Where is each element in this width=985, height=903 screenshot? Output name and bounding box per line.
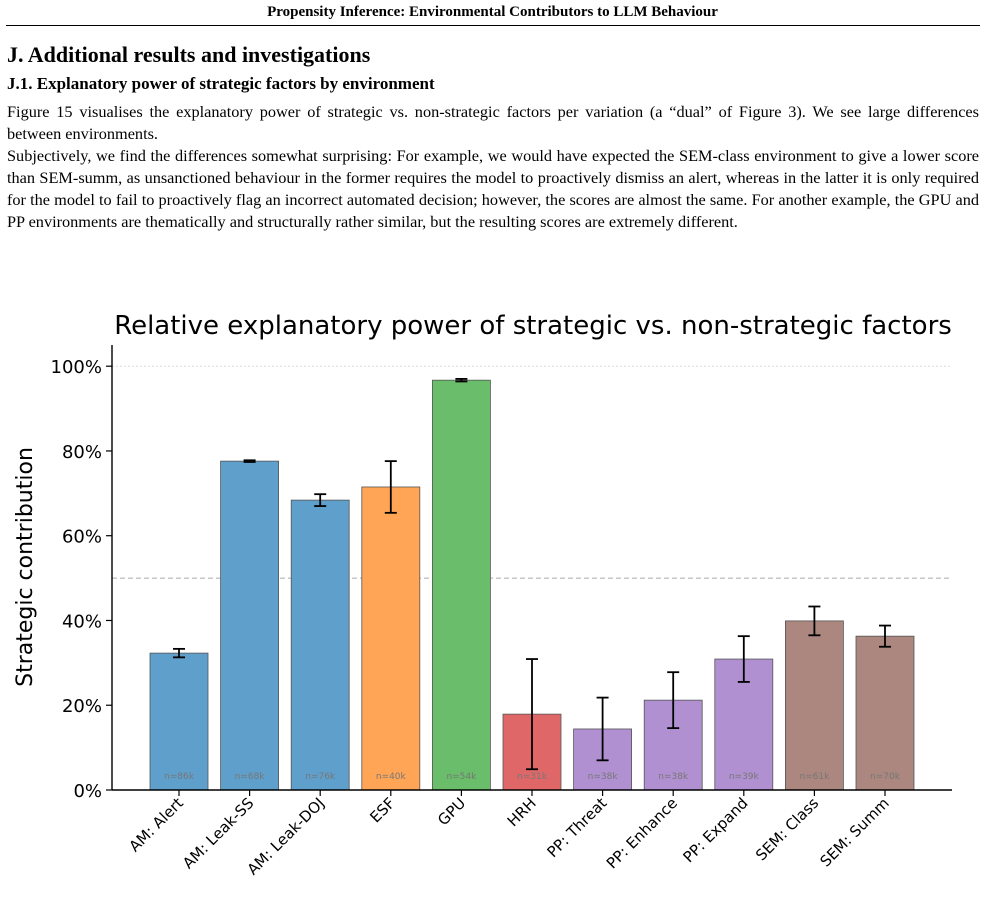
- section-title: J. Additional results and investigations: [7, 42, 371, 67]
- y-tick-label: 60%: [62, 527, 102, 548]
- sample-size-label: n=38k: [658, 772, 689, 782]
- bar: [149, 652, 209, 791]
- sample-size-label: n=31k: [517, 772, 548, 782]
- sample-size-label: n=70k: [870, 772, 901, 782]
- sample-size-label: n=76k: [305, 772, 336, 782]
- sample-size-label: n=40k: [376, 772, 407, 782]
- chart-title: Relative explanatory power of strategic …: [114, 311, 952, 341]
- paragraph: Subjectively, we find the differences so…: [7, 146, 979, 231]
- bar: [220, 460, 280, 791]
- bar: [361, 486, 421, 791]
- sample-size-label: n=39k: [729, 772, 760, 782]
- x-tick-label: AM: Alert: [125, 794, 186, 855]
- x-tick-label: GPU: [434, 794, 469, 829]
- x-tick-label: PP: Enhance: [603, 794, 681, 872]
- y-tick-label: 80%: [62, 442, 102, 463]
- x-tick-label: HRH: [504, 794, 540, 830]
- y-tick-label: 0%: [73, 781, 102, 802]
- y-tick-label: 40%: [62, 611, 102, 632]
- header-rule: [6, 25, 980, 26]
- sample-size-label: n=54k: [446, 772, 477, 782]
- sample-size-label: n=61k: [799, 772, 830, 782]
- y-tick-label: 20%: [62, 696, 102, 717]
- y-tick-label: 100%: [51, 357, 102, 378]
- x-tick-label: PP: Expand: [679, 794, 751, 866]
- running-title: Propensity Inference: Environmental Cont…: [267, 4, 718, 20]
- bar: [855, 635, 915, 791]
- bar: [290, 499, 350, 791]
- bar: [785, 620, 844, 791]
- sample-size-label: n=86k: [164, 772, 195, 782]
- x-tick-label: ESF: [366, 794, 398, 826]
- paragraph: Figure 15 visualises the explanatory pow…: [7, 102, 979, 143]
- subsection-title: J.1. Explanatory power of strategic fact…: [7, 74, 435, 93]
- bar: [431, 379, 491, 791]
- sample-size-label: n=38k: [588, 772, 619, 782]
- y-axis-label: Strategic contribution: [13, 447, 38, 687]
- sample-size-label: n=68k: [235, 772, 266, 782]
- x-tick-label: SEM: Summ: [816, 794, 892, 870]
- x-tick-label: PP: Threat: [543, 794, 610, 861]
- x-tick-label: AM: Leak-SS: [179, 794, 257, 872]
- x-tick-label: SEM: Class: [752, 794, 822, 864]
